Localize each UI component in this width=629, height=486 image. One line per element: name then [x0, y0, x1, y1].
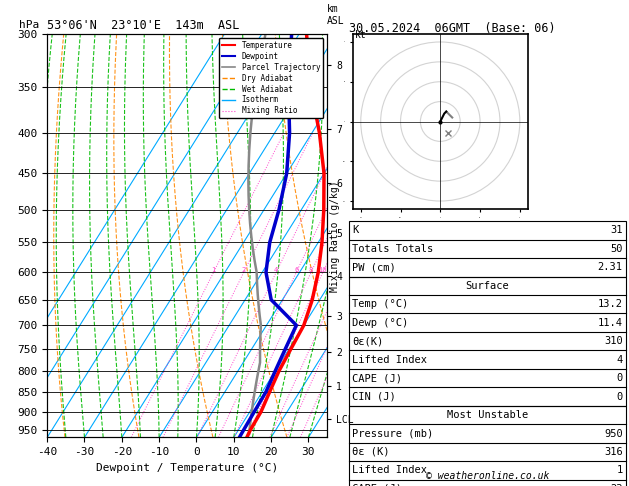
Text: © weatheronline.co.uk: © weatheronline.co.uk: [426, 471, 549, 481]
Text: 4: 4: [274, 267, 279, 273]
Text: 31: 31: [610, 226, 623, 235]
Text: 6: 6: [294, 267, 298, 273]
Text: Pressure (mb): Pressure (mb): [352, 429, 433, 438]
Text: 2.31: 2.31: [598, 262, 623, 272]
Text: 11.4: 11.4: [598, 318, 623, 328]
Text: Surface: Surface: [465, 281, 509, 291]
Text: K: K: [352, 226, 359, 235]
Text: CAPE (J): CAPE (J): [352, 373, 402, 383]
Text: 1: 1: [211, 267, 216, 273]
Text: 8: 8: [309, 267, 313, 273]
Text: km
ASL: km ASL: [327, 4, 345, 26]
Text: 53°06'N  23°10'E  143m  ASL: 53°06'N 23°10'E 143m ASL: [47, 19, 240, 33]
Text: Mixing Ratio (g/kg): Mixing Ratio (g/kg): [330, 180, 340, 292]
Text: 316: 316: [604, 447, 623, 457]
Text: 950: 950: [604, 429, 623, 438]
Text: Most Unstable: Most Unstable: [447, 410, 528, 420]
Text: hPa: hPa: [19, 20, 40, 30]
Text: Temp (°C): Temp (°C): [352, 299, 408, 309]
Text: 4: 4: [616, 355, 623, 364]
Text: 310: 310: [604, 336, 623, 346]
Text: θε (K): θε (K): [352, 447, 390, 457]
Text: θε(K): θε(K): [352, 336, 384, 346]
Text: Totals Totals: Totals Totals: [352, 244, 433, 254]
Text: Lifted Index: Lifted Index: [352, 355, 427, 364]
X-axis label: Dewpoint / Temperature (°C): Dewpoint / Temperature (°C): [96, 463, 278, 473]
Legend: Temperature, Dewpoint, Parcel Trajectory, Dry Adiabat, Wet Adiabat, Isotherm, Mi: Temperature, Dewpoint, Parcel Trajectory…: [219, 38, 323, 119]
Text: 0: 0: [616, 373, 623, 383]
Text: 10: 10: [318, 267, 327, 273]
Text: 1: 1: [616, 466, 623, 475]
Text: Dewp (°C): Dewp (°C): [352, 318, 408, 328]
Text: PW (cm): PW (cm): [352, 262, 396, 272]
Text: kt: kt: [355, 30, 367, 40]
Text: CAPE (J): CAPE (J): [352, 484, 402, 486]
Text: CIN (J): CIN (J): [352, 392, 396, 401]
Text: 13.2: 13.2: [598, 299, 623, 309]
Text: 30.05.2024  06GMT  (Base: 06): 30.05.2024 06GMT (Base: 06): [349, 22, 555, 35]
Text: 50: 50: [610, 244, 623, 254]
Text: 0: 0: [616, 392, 623, 401]
Text: 2: 2: [242, 267, 246, 273]
Text: Lifted Index: Lifted Index: [352, 466, 427, 475]
Text: 23: 23: [610, 484, 623, 486]
